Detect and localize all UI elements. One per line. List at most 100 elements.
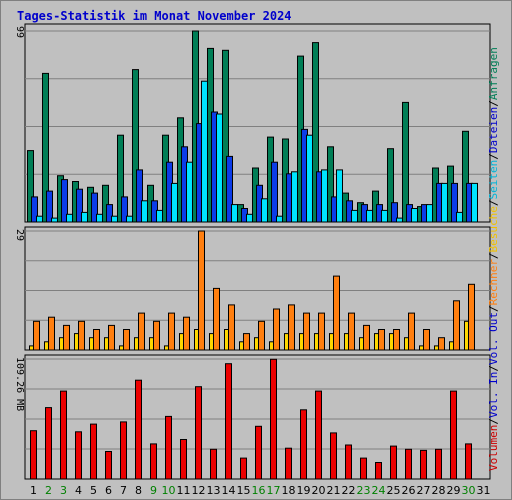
panel-3: 109.26 MB xyxy=(14,354,491,480)
bar-anfragen-day-26 xyxy=(402,101,409,223)
day-label-4: 4 xyxy=(75,484,82,497)
legend-dateien: Dateien xyxy=(487,107,500,153)
bar-dateien-day-3 xyxy=(61,179,68,223)
bar-anfragen-day-1 xyxy=(27,150,34,223)
bar-seiten-day-27 xyxy=(426,204,433,223)
bar-rechner-day-4 xyxy=(78,320,85,351)
bar-anfragen-day-25 xyxy=(387,148,394,223)
bar-volumen-day-21 xyxy=(330,432,337,480)
legend-vol-out: Vol. Out xyxy=(487,312,500,365)
bar-dateien-day-14 xyxy=(226,155,233,223)
bar-volumen-day-19 xyxy=(300,409,307,480)
day-label-1: 1 xyxy=(30,484,37,497)
bar-rechner-day-17 xyxy=(273,308,280,351)
bar-dateien-day-5 xyxy=(91,192,98,223)
day-label-9: 9 xyxy=(150,484,157,497)
day-label-7: 7 xyxy=(120,484,127,497)
bar-rechner-day-25 xyxy=(393,329,400,351)
bar-rechner-day-1 xyxy=(33,320,40,351)
bar-dateien-day-17 xyxy=(271,161,278,223)
bar-rechner-day-15 xyxy=(243,333,250,351)
bar-rechner-day-8 xyxy=(138,312,145,351)
bar-volumen-day-2 xyxy=(45,407,52,480)
bar-seiten-day-16 xyxy=(261,198,268,223)
bar-volumen-day-25 xyxy=(390,445,397,480)
bar-rechner-day-12 xyxy=(198,230,205,351)
legend-separator: / xyxy=(487,252,500,259)
chart-title: Tages-Statistik im Monat November 2024 xyxy=(17,9,292,23)
day-label-31: 31 xyxy=(477,484,491,497)
legend-separator: / xyxy=(487,365,500,372)
bar-anfragen-day-8 xyxy=(132,69,139,223)
bar-dateien-day-6 xyxy=(106,204,113,223)
bar-rechner-day-28 xyxy=(438,337,445,351)
bar-rechner-day-27 xyxy=(423,329,430,351)
legend-separator: / xyxy=(487,305,500,312)
day-label-2: 2 xyxy=(45,484,52,497)
day-label-27: 27 xyxy=(417,484,431,497)
side-legend: Volumen/Vol. In/Vol. Out/Rechner/Besuche… xyxy=(487,47,500,471)
bar-seiten-day-11 xyxy=(186,161,193,223)
bar-seiten-day-2 xyxy=(51,217,58,223)
bar-seiten-day-25 xyxy=(396,217,403,223)
bar-dateien-day-2 xyxy=(46,190,53,223)
bar-volumen-day-7 xyxy=(120,421,127,480)
bar-volumen-day-6 xyxy=(105,451,112,480)
day-label-28: 28 xyxy=(432,484,446,497)
bar-dateien-day-1 xyxy=(31,196,38,223)
bar-rechner-day-16 xyxy=(258,320,265,351)
legend-separator: / xyxy=(487,199,500,206)
bar-rechner-day-21 xyxy=(333,275,340,351)
bar-seiten-day-23 xyxy=(366,209,373,223)
bar-rechner-day-9 xyxy=(153,320,160,351)
bar-rechner-day-26 xyxy=(408,312,415,351)
side-legend-text: Volumen/Vol. In/Vol. Out/Rechner/Besuche… xyxy=(487,47,500,471)
bar-seiten-day-30 xyxy=(471,182,478,223)
day-label-26: 26 xyxy=(402,484,416,497)
day-label-6: 6 xyxy=(105,484,112,497)
day-label-19: 19 xyxy=(297,484,311,497)
bar-rechner-day-14 xyxy=(228,304,235,351)
bar-anfragen-day-6 xyxy=(102,184,109,223)
day-label-24: 24 xyxy=(372,484,386,497)
bar-dateien-day-4 xyxy=(76,188,83,223)
day-label-23: 23 xyxy=(357,484,371,497)
bar-seiten-day-12 xyxy=(201,80,208,223)
legend-vol-in: Vol. In xyxy=(487,372,500,418)
bar-rechner-day-3 xyxy=(63,324,70,351)
bar-seiten-day-24 xyxy=(381,209,388,223)
bar-volumen-day-8 xyxy=(135,379,142,480)
day-label-25: 25 xyxy=(387,484,401,497)
legend-volumen: Volumen xyxy=(487,425,500,471)
bar-volumen-day-20 xyxy=(315,390,322,480)
day-label-30: 30 xyxy=(462,484,476,497)
bar-seiten-day-8 xyxy=(141,200,148,223)
day-label-18: 18 xyxy=(282,484,296,497)
day-label-13: 13 xyxy=(207,484,221,497)
bar-rechner-day-5 xyxy=(93,329,100,351)
legend-rechner: Rechner xyxy=(487,259,500,306)
bar-volumen-day-27 xyxy=(420,449,427,480)
day-label-8: 8 xyxy=(135,484,142,497)
bar-volumen-day-3 xyxy=(60,390,67,480)
day-label-10: 10 xyxy=(162,484,176,497)
bar-seiten-day-14 xyxy=(231,204,238,223)
bar-volumen-day-23 xyxy=(360,457,367,480)
bar-dateien-day-7 xyxy=(121,196,128,223)
bar-seiten-day-4 xyxy=(81,211,88,223)
chart-panels: 99 29 109.26 MB xyxy=(14,23,491,480)
bar-dateien-day-29 xyxy=(451,182,458,223)
panel-1: 99 xyxy=(14,23,491,223)
bar-seiten-day-7 xyxy=(126,215,133,223)
legend-separator: / xyxy=(487,100,500,107)
day-label-5: 5 xyxy=(90,484,97,497)
bar-seiten-day-17 xyxy=(276,215,283,223)
bar-volumen-day-5 xyxy=(90,423,97,480)
bar-rechner-day-6 xyxy=(108,324,115,351)
legend-separator: / xyxy=(487,418,500,425)
bar-anfragen-day-7 xyxy=(117,134,124,223)
bar-rechner-day-11 xyxy=(183,316,190,351)
bar-volumen-day-26 xyxy=(405,448,412,480)
bar-rechner-day-22 xyxy=(348,312,355,351)
bar-seiten-day-26 xyxy=(411,208,418,223)
